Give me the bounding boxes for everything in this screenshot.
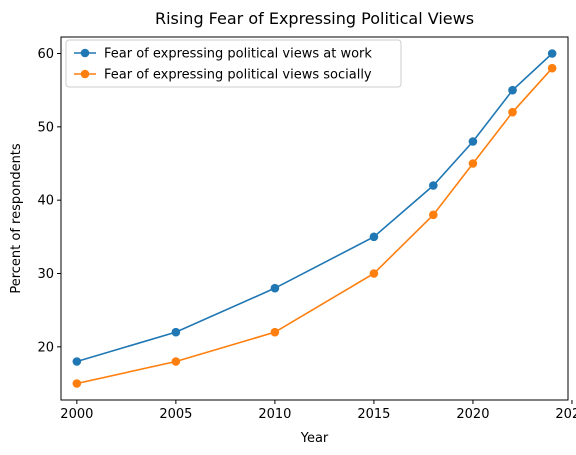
- data-point: [468, 137, 478, 146]
- series-2: [72, 63, 557, 388]
- y-tick-label: 60: [37, 47, 54, 62]
- data-point: [468, 159, 478, 168]
- data-point: [270, 327, 280, 337]
- legend-box: [65, 39, 402, 88]
- data-point: [270, 283, 280, 293]
- series-1: [72, 49, 557, 366]
- legend-marker: [80, 48, 90, 58]
- x-axis: 2000 2005 2010 2015 2020 2025: [60, 400, 576, 422]
- data-point: [171, 327, 181, 337]
- x-axis-title: Year: [300, 431, 329, 446]
- x-tick-label: 2020: [456, 407, 489, 422]
- y-axis-title: Percent of respondents: [9, 143, 24, 294]
- x-tick-label: 2000: [60, 407, 93, 422]
- series-line: [76, 67, 553, 385]
- x-tick-label: 2005: [159, 407, 192, 422]
- y-axis: 20 30 40 50 60: [37, 47, 61, 355]
- data-point: [508, 107, 517, 117]
- y-tick-label: 20: [37, 340, 54, 355]
- data-point: [547, 49, 557, 58]
- series-layer: [72, 49, 557, 388]
- legend: Fear of expressing political views at wo…: [65, 39, 402, 88]
- data-point: [72, 379, 82, 388]
- data-point: [508, 85, 517, 95]
- data-point: [547, 63, 557, 73]
- y-tick-label: 40: [37, 194, 54, 209]
- data-point: [429, 181, 438, 190]
- legend-item: Fear of expressing political views at wo…: [74, 47, 372, 62]
- plot-area: [60, 36, 569, 401]
- legend-label: Fear of expressing political views at wo…: [104, 47, 372, 62]
- data-point: [171, 357, 181, 366]
- plot-frame: [60, 36, 569, 401]
- y-tick-label: 30: [37, 267, 54, 282]
- x-tick-label: 2015: [357, 407, 390, 422]
- data-point: [72, 357, 82, 366]
- legend-item: Fear of expressing political views socia…: [74, 68, 372, 83]
- legend-label: Fear of expressing political views socia…: [104, 68, 372, 83]
- chart-title: Rising Fear of Expressing Political View…: [155, 9, 474, 28]
- data-point: [369, 269, 379, 278]
- series-line: [76, 52, 553, 363]
- y-tick-label: 50: [37, 120, 54, 135]
- data-point: [369, 232, 379, 242]
- x-tick-label: 2025: [555, 407, 576, 422]
- data-point: [429, 210, 438, 220]
- x-tick-label: 2010: [258, 407, 291, 422]
- legend-marker: [80, 69, 90, 79]
